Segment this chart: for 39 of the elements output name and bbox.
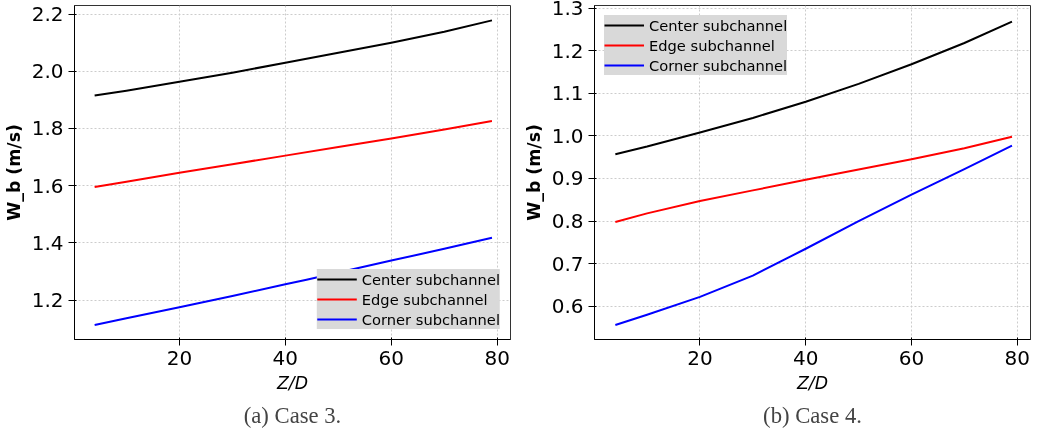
y-tick-label: 2.0	[31, 59, 64, 84]
legend-label: Corner subchannel	[649, 56, 788, 74]
x-tick-label: 60	[378, 345, 405, 370]
legend-label: Center subchannel	[649, 16, 788, 34]
x-tick-label: 40	[793, 345, 819, 370]
y-tick-label: 1.2	[31, 288, 64, 313]
x-tick-label: 80	[1004, 345, 1031, 370]
y-tick-label: 0.7	[551, 251, 584, 276]
x-axis-title: Z/D	[795, 372, 829, 393]
x-axis-title: Z/D	[275, 372, 309, 393]
y-tick-label: 1.2	[551, 38, 584, 63]
x-tick-label: 40	[272, 345, 299, 370]
legend-label: Corner subchannel	[361, 310, 500, 328]
x-tick-label: 60	[898, 345, 925, 370]
y-tick-label: 1.0	[551, 123, 584, 148]
x-tick-label: 20	[166, 345, 193, 370]
text: (b) Case 4.	[763, 402, 862, 428]
y-tick-label: 1.8	[31, 116, 64, 141]
y-axis-title: W_b (m/s)	[3, 124, 24, 221]
y-axis-title: W_b (m/s)	[523, 124, 544, 221]
y-tick-label: 0.6	[551, 294, 584, 319]
y-tick-label: 1.1	[551, 81, 584, 106]
y-tick-label: 1.4	[31, 230, 64, 255]
line-series	[93, 120, 493, 189]
legend-label: Center subchannel	[361, 270, 500, 288]
y-tick-label: 2.2	[31, 2, 64, 27]
line-series	[614, 144, 1013, 327]
y-tick-label: 0.8	[551, 209, 584, 234]
legend-label: Edge subchannel	[361, 290, 488, 308]
x-tick-label: 80	[484, 345, 510, 370]
text: (a) Case 3.	[243, 402, 342, 428]
line-series	[614, 135, 1013, 223]
line-series	[93, 19, 493, 97]
legend-label: Edge subchannel	[649, 36, 775, 54]
y-tick-label: 1.6	[31, 173, 64, 198]
y-tick-label: 1.3	[551, 0, 584, 21]
x-tick-label: 20	[687, 345, 713, 370]
y-tick-label: 0.9	[551, 166, 584, 191]
line-series	[614, 20, 1013, 156]
